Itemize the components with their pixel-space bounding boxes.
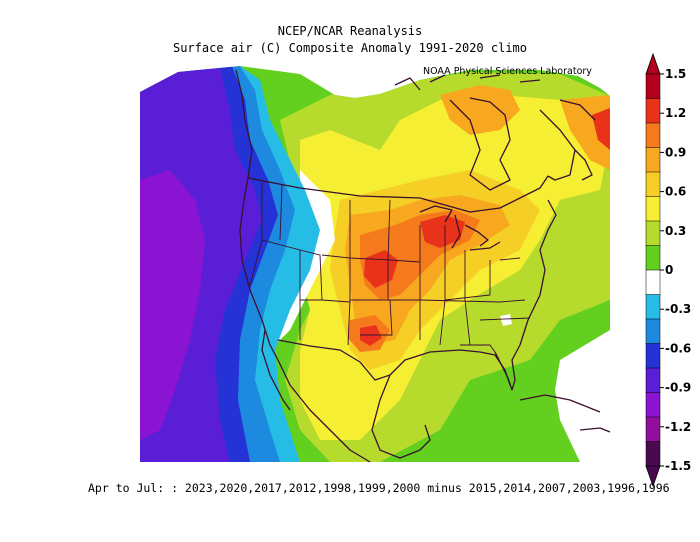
state-lines-east [419,225,531,353]
anomaly-north-orange [440,85,520,135]
hispaniola [579,427,611,433]
colorbar-label: 0.9 [665,145,686,159]
country-boundaries [235,69,611,463]
colorbar-label: -0.3 [665,302,691,316]
state-lines-central [349,199,421,340]
newfoundland [574,149,593,181]
colorbar-label: 0.3 [665,224,686,238]
composite-years-label: Apr to Jul: : 2023,2020,2017,2012,1998,1… [88,481,670,495]
colorbar-swatch [645,147,661,173]
colorbar-segments [645,52,661,488]
anomaly-fields [140,66,610,462]
west-coast [239,177,279,361]
baja-california [261,329,291,411]
colorbar-swatch [645,269,661,296]
state-lines-west [249,182,351,346]
anomaly-white-blip [500,314,512,326]
us-mexico-border [277,339,391,381]
us-canada-border [247,175,549,213]
credit-label: NOAA Physical Sciences Laboratory [423,66,592,77]
colorbar-label: 0.6 [665,185,686,199]
colorbar-swatch [645,343,661,369]
colorbar-swatch [645,392,661,418]
hudson-bay [449,97,511,191]
anomaly-ne-red [592,108,610,150]
colorbar-bottom-arrow [645,465,661,488]
colorbar-label: -1.2 [665,420,691,434]
colorbar-swatch [645,416,661,443]
cuba [519,394,601,413]
colorbar-swatch [645,294,661,320]
arctic-islands [394,74,541,91]
colorbar-swatch [645,98,661,124]
labrador-coast [539,99,596,181]
great-lakes [419,205,501,251]
map-subtitle: Surface air (C) Composite Anomaly 1991-2… [172,41,527,55]
mexico-outline [277,359,431,463]
colorbar-swatch [645,73,661,100]
colorbar-swatch [645,122,661,149]
colorbar-label: -1.5 [665,459,691,473]
colorbar-label: -0.9 [665,381,691,395]
east-coast [519,199,557,346]
colorbar-swatch [645,441,661,467]
alaska-coast [235,69,253,179]
anomaly-red-core-texas-inner [360,325,382,346]
anomaly-deep-purple [140,170,205,440]
colorbar-label: 0 [665,263,673,277]
anomaly-red-core-lakes [420,215,465,248]
colorbar-label: 1.5 [665,67,686,81]
state-boundaries [249,182,531,353]
colorbar-top-arrow [645,52,661,75]
colorbar-swatch [645,196,661,222]
florida [494,344,521,391]
colorbar-label: 1.2 [665,106,686,120]
map-title: NCEP/NCAR Reanalysis [277,24,423,38]
colorbar-swatch [645,171,661,198]
colorbar-swatch [645,367,661,394]
colorbar-swatch [645,220,661,247]
colorbar-label: -0.6 [665,341,691,355]
colorbar-swatch [645,245,661,271]
colorbar-swatch [645,318,661,345]
colorbar-labels: 1.5 1.2 0.9 0.6 0.3 0 -0.3 -0.6 -0.9 -1.2 -1.5 [660,67,691,473]
